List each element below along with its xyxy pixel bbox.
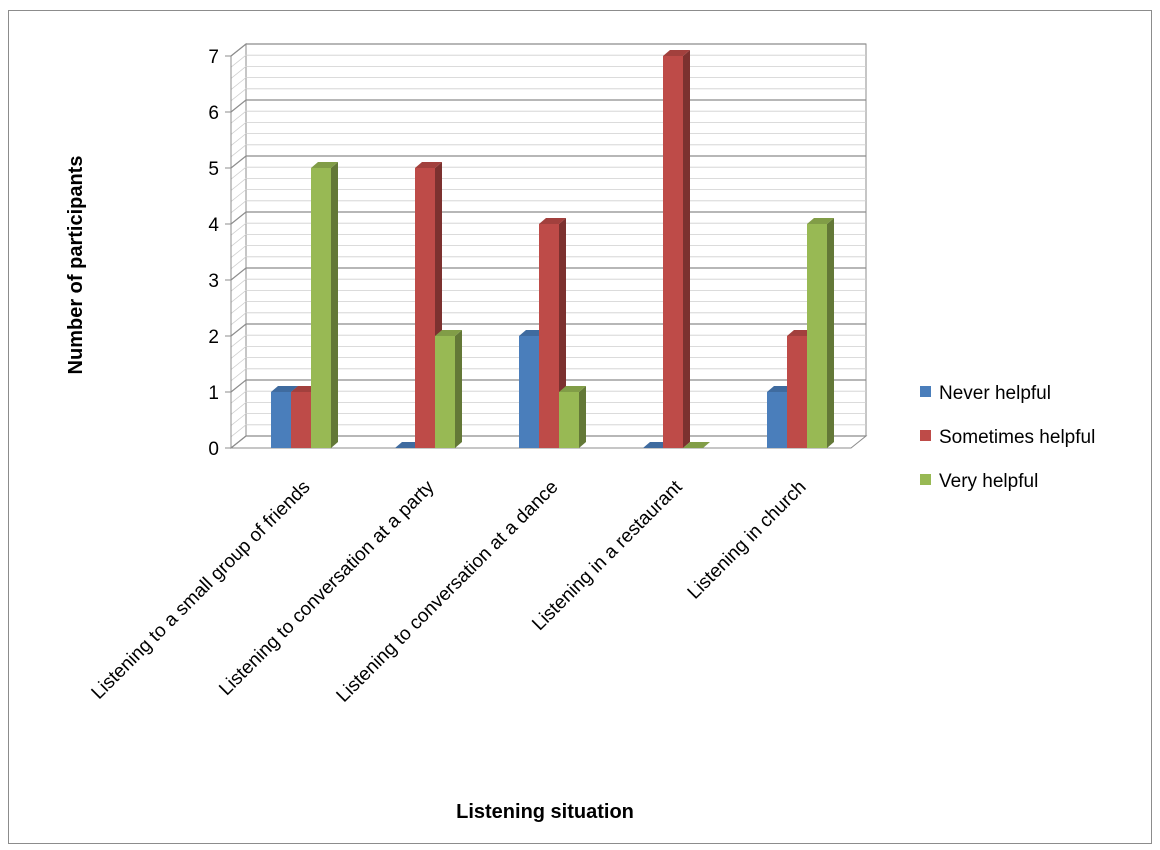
minor-gridline xyxy=(230,66,866,79)
bar-front xyxy=(291,392,311,448)
bar-front xyxy=(435,336,455,448)
major-gridline xyxy=(230,267,866,281)
bar-top xyxy=(415,162,442,168)
minor-gridline xyxy=(230,413,866,426)
minor-gridline xyxy=(230,166,866,180)
minor-gridline xyxy=(230,368,866,382)
bar-side xyxy=(683,50,690,448)
bar-front xyxy=(539,224,559,448)
side-wall xyxy=(230,42,247,450)
y-tick-label: 5 xyxy=(208,159,219,180)
minor-gridline xyxy=(230,245,866,258)
legend-swatch xyxy=(920,430,931,441)
major-gridline xyxy=(230,435,866,449)
major-gridline xyxy=(230,99,866,113)
minor-gridline xyxy=(230,133,866,146)
bar-top xyxy=(271,386,298,392)
bar-top xyxy=(807,218,834,224)
x-axis-title: Listening situation xyxy=(456,801,634,823)
legend-swatch xyxy=(920,474,931,485)
minor-gridline xyxy=(230,424,866,438)
major-gridline xyxy=(230,379,866,393)
bar-side xyxy=(331,162,338,448)
y-tick-label: 1 xyxy=(208,383,219,404)
bar-top xyxy=(539,218,566,224)
minor-gridline xyxy=(230,390,866,404)
legend-label: Never helpful xyxy=(939,383,1051,404)
minor-gridline xyxy=(230,345,866,359)
major-gridline xyxy=(230,323,866,337)
minor-gridline xyxy=(230,110,866,124)
minor-gridline xyxy=(230,189,866,202)
x-category-label: Listening to conversation at a party xyxy=(215,476,439,700)
minor-gridline xyxy=(230,88,866,102)
bar-top xyxy=(663,50,690,56)
legend-label: Sometimes helpful xyxy=(939,427,1095,448)
bar xyxy=(559,386,586,448)
y-axis-title: Number of participants xyxy=(65,156,87,375)
major-gridline xyxy=(230,43,866,57)
minor-gridline xyxy=(230,77,866,90)
minor-gridline xyxy=(230,401,866,415)
bar-front xyxy=(415,168,435,448)
minor-gridline xyxy=(230,144,866,158)
minor-gridline xyxy=(230,54,866,68)
major-gridline xyxy=(230,211,866,225)
chart-frame: 0 1 2 3 4 5 6 7 Listening to a small group of f… xyxy=(8,10,1152,844)
minor-gridline xyxy=(230,222,866,236)
minor-gridline xyxy=(230,256,866,270)
bar-front xyxy=(271,392,291,448)
legend: Never helpful Sometimes helpful Very helpf… xyxy=(920,383,1095,492)
minor-gridline xyxy=(230,301,866,314)
y-tick-label: 0 xyxy=(208,439,219,460)
y-tick-label: 3 xyxy=(208,271,219,292)
minor-gridline xyxy=(230,278,866,292)
bar-top xyxy=(435,330,462,336)
x-axis-categories: Listening to a small group of friendsLis… xyxy=(88,476,811,706)
minor-gridline xyxy=(230,233,866,247)
bar xyxy=(683,442,710,448)
bar-side xyxy=(579,386,586,448)
bar-front xyxy=(807,224,827,448)
bar-front xyxy=(767,392,787,448)
bar xyxy=(311,162,338,448)
bar-front xyxy=(663,56,683,448)
y-tick-label: 4 xyxy=(208,215,219,236)
bar xyxy=(807,218,834,448)
bar-front xyxy=(787,336,807,448)
bar xyxy=(663,50,690,448)
bar-side xyxy=(827,218,834,448)
minor-gridline xyxy=(230,357,866,370)
x-category-label: Listening to a small group of friends xyxy=(88,477,315,704)
minor-gridline xyxy=(230,122,866,135)
bar-front xyxy=(519,336,539,448)
chart-plot: 0 1 2 3 4 5 6 7 Listening to a small group of f… xyxy=(65,42,1095,823)
legend-swatch xyxy=(920,386,931,397)
legend-label: Very helpful xyxy=(939,471,1038,492)
bar-top xyxy=(311,162,338,168)
minor-gridline xyxy=(230,177,866,191)
minor-gridline xyxy=(230,200,866,214)
bar-top xyxy=(559,386,586,392)
major-gridline xyxy=(230,155,866,169)
gridlines xyxy=(230,43,866,449)
bar-front xyxy=(559,392,579,448)
bar-top xyxy=(683,442,710,448)
minor-gridline xyxy=(230,334,866,348)
bar xyxy=(435,330,462,448)
bar-side xyxy=(455,330,462,448)
x-category-label: Listening in church xyxy=(684,477,811,604)
bar-front xyxy=(311,168,331,448)
minor-gridline xyxy=(230,289,866,303)
x-category-label: Listening to conversation at a dance xyxy=(333,477,563,707)
y-tick-label: 6 xyxy=(208,103,219,124)
y-tick-label: 2 xyxy=(208,327,219,348)
minor-gridline xyxy=(230,312,866,326)
bars xyxy=(271,50,834,448)
y-tick-label: 7 xyxy=(208,47,219,68)
